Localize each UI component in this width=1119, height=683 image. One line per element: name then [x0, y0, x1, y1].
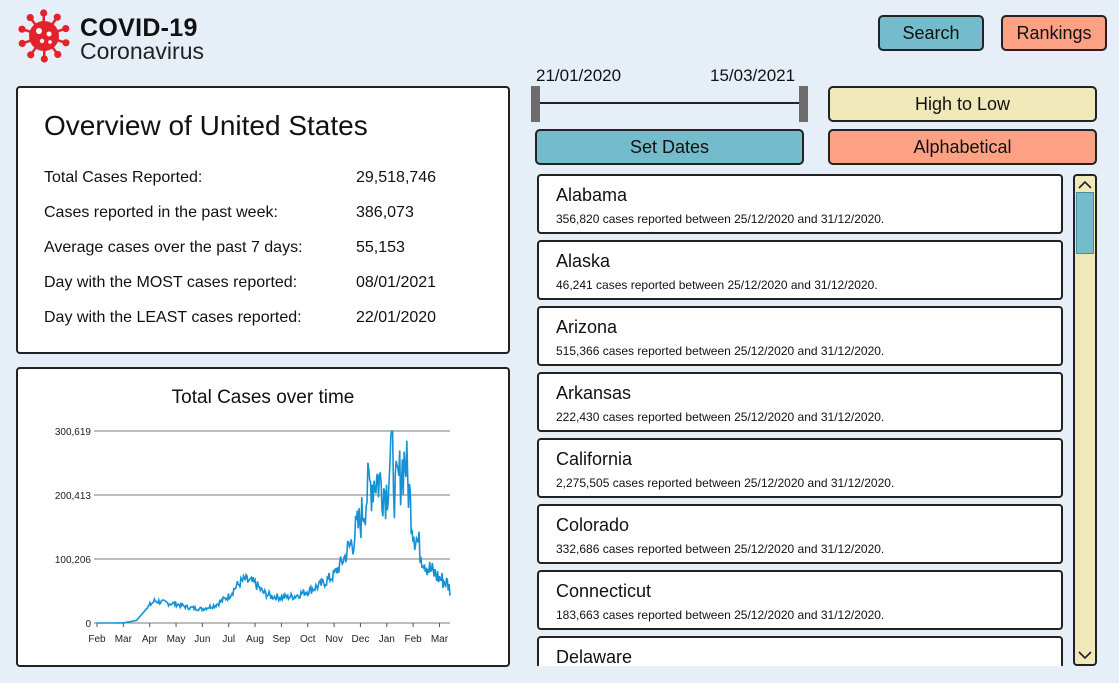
alphabetical-button[interactable]: Alphabetical: [828, 129, 1097, 165]
y-tick-label: 0: [85, 619, 91, 630]
state-cases-description: 332,686 cases reported between 25/12/202…: [556, 542, 885, 556]
x-tick-label: May: [167, 634, 186, 645]
x-tick-label: Jul: [222, 634, 235, 645]
state-cases-description: 183,663 cases reported between 25/12/202…: [556, 608, 885, 622]
stat-label: Cases reported in the past week:: [44, 204, 278, 221]
virus-spike-tip: [27, 51, 35, 59]
x-tick-label: Aug: [246, 634, 264, 645]
chevron-down-icon[interactable]: [1075, 647, 1095, 663]
state-list[interactable]: Alabama 356,820 cases reported between 2…: [535, 174, 1067, 666]
y-tick-label: 200,413: [55, 491, 92, 502]
chart-panel: Total Cases over time 0 100,206 200,413 300…: [16, 367, 510, 667]
y-tick-label: 100,206: [55, 555, 92, 566]
stat-label: Day with the MOST cases reported:: [44, 274, 298, 291]
date-range-slider[interactable]: [531, 86, 809, 122]
virus-spike-tip: [26, 13, 34, 22]
x-tick-label: Mar: [115, 634, 133, 645]
state-card-arkansas[interactable]: Arkansas 222,430 cases reported between …: [537, 372, 1063, 432]
rankings-button[interactable]: Rankings: [1001, 15, 1107, 51]
state-list-scrollbar[interactable]: [1073, 174, 1097, 666]
series-line-daily-cases: [97, 430, 451, 624]
state-name: Arkansas: [556, 383, 632, 403]
virus-spike-tip: [18, 39, 26, 48]
stat-label: Day with the LEAST cases reported:: [44, 309, 302, 326]
state-cases-description: 356,820 cases reported between 25/12/202…: [556, 212, 885, 226]
state-card-alaska[interactable]: Alaska 46,241 cases reported between 25/…: [537, 240, 1063, 300]
virus-spike-tip: [62, 39, 70, 47]
state-name: Alabama: [556, 185, 628, 205]
x-tick-label: Dec: [352, 634, 370, 645]
state-cases-description: 515,366 cases reported between 25/12/202…: [556, 344, 885, 358]
cases-line-chart: 0 100,206 200,413 300,619 Feb Mar Apr May Jun Ju…: [55, 427, 451, 645]
state-name: Arizona: [556, 317, 618, 337]
overview-panel: Overview of United States Total Cases Re…: [16, 86, 510, 354]
state-name: Alaska: [556, 251, 611, 271]
x-tick-label: Feb: [88, 634, 106, 645]
stat-value: 386,073: [356, 204, 414, 221]
set-dates-button[interactable]: Set Dates: [535, 129, 804, 165]
virus-spike-tip: [53, 13, 61, 21]
stat-value: 22/01/2020: [356, 309, 437, 326]
scrollbar-thumb[interactable]: [1076, 192, 1094, 254]
x-tick-label: Sep: [273, 634, 291, 645]
chart-title: Total Cases over time: [171, 387, 355, 408]
state-name: Colorado: [556, 515, 630, 535]
stat-value: 55,153: [356, 239, 405, 256]
stat-value: 08/01/2021: [356, 274, 437, 291]
virus-icon: [18, 9, 70, 63]
state-card-colorado[interactable]: Colorado 332,686 cases reported between …: [537, 504, 1063, 564]
state-card-alabama[interactable]: Alabama 356,820 cases reported between 2…: [537, 174, 1063, 234]
virus-spike-tip: [54, 50, 62, 59]
stat-label: Average cases over the past 7 days:: [44, 239, 303, 256]
stat-value: 29,518,746: [356, 169, 437, 186]
stat-label: Total Cases Reported:: [44, 169, 203, 186]
slider-handle-end[interactable]: [799, 86, 808, 122]
state-name: Connecticut: [556, 581, 652, 601]
overview-title: Overview of United States: [44, 110, 368, 141]
app-subtitle: Coronavirus: [80, 38, 204, 64]
state-name: California: [556, 449, 633, 469]
app-logo: COVID-19 Coronavirus: [16, 8, 236, 64]
virus-spike-tip: [18, 25, 26, 33]
x-tick-label: Oct: [300, 634, 316, 645]
state-name: Delaware: [556, 647, 633, 666]
app-title: COVID-19: [80, 14, 198, 42]
state-cases-description: 222,430 cases reported between 25/12/202…: [556, 410, 885, 424]
start-date-label: 21/01/2020: [536, 66, 622, 85]
chevron-up-icon[interactable]: [1075, 177, 1095, 193]
state-card-connecticut[interactable]: Connecticut 183,663 cases reported betwe…: [537, 570, 1063, 630]
high-to-low-button[interactable]: High to Low: [828, 86, 1097, 122]
state-card-california[interactable]: California 2,275,505 cases reported betw…: [537, 438, 1063, 498]
virus-spike-tip: [62, 24, 70, 33]
x-tick-label: Jan: [379, 634, 395, 645]
y-tick-label: 300,619: [55, 427, 92, 438]
state-card-delaware[interactable]: Delaware: [537, 636, 1063, 666]
slider-handle-start[interactable]: [531, 86, 540, 122]
state-cases-description: 46,241 cases reported between 25/12/2020…: [556, 278, 878, 292]
x-tick-label: Apr: [142, 634, 158, 645]
x-tick-label: Feb: [405, 634, 423, 645]
x-tick-label: Mar: [431, 634, 449, 645]
state-card-arizona[interactable]: Arizona 515,366 cases reported between 2…: [537, 306, 1063, 366]
x-tick-label: Nov: [325, 634, 343, 645]
virus-spike-tip: [40, 55, 48, 63]
state-cases-description: 2,275,505 cases reported between 25/12/2…: [556, 476, 895, 490]
search-button[interactable]: Search: [878, 15, 984, 51]
x-tick-label: Jun: [194, 634, 210, 645]
end-date-label: 15/03/2021: [710, 66, 796, 85]
virus-spike-tip: [40, 9, 48, 17]
slider-track: [535, 102, 805, 104]
